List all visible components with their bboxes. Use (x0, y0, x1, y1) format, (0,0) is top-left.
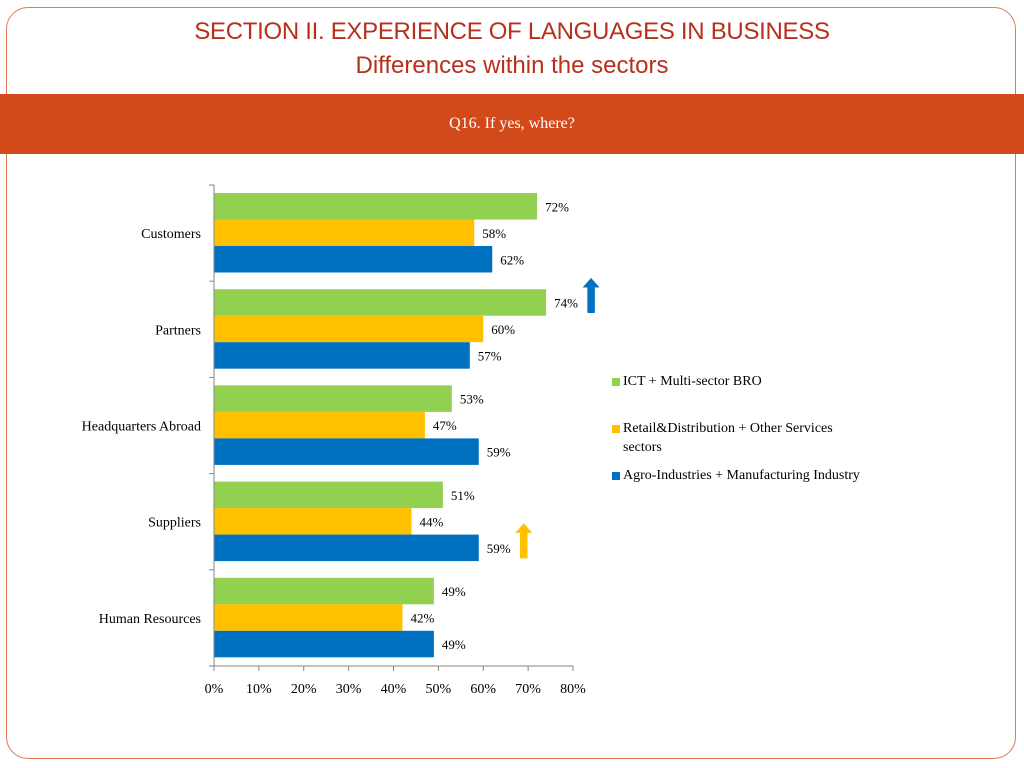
bar (214, 577, 434, 605)
data-label: 60% (491, 322, 515, 337)
data-label: 59% (487, 541, 511, 556)
legend-item-ict: ICT + Multi-sector BRO (612, 372, 872, 419)
category-label: Partners (155, 323, 201, 338)
data-label: 51% (451, 488, 475, 503)
category-label: Suppliers (148, 516, 201, 531)
category-label: Human Resources (99, 612, 201, 627)
data-label: 53% (460, 392, 484, 407)
data-label: 62% (500, 252, 524, 267)
bar (214, 315, 484, 343)
legend-swatch-agro (612, 472, 620, 480)
data-label: 49% (442, 637, 466, 652)
data-label: 72% (545, 199, 569, 214)
legend-swatch-ict (612, 378, 620, 386)
data-label: 44% (419, 514, 443, 529)
bar (214, 342, 470, 369)
bar (214, 385, 452, 412)
data-label: 49% (442, 584, 466, 599)
up-arrow-icon (582, 277, 600, 313)
data-label: 47% (433, 418, 457, 433)
question-text: Q16. If yes, where? (449, 115, 575, 132)
data-label: 57% (478, 348, 502, 363)
x-tick-label: 40% (381, 682, 407, 697)
bar (214, 481, 443, 509)
bar (214, 219, 475, 246)
x-tick-label: 70% (515, 682, 541, 697)
bar (214, 508, 412, 535)
x-tick-label: 0% (205, 682, 224, 697)
legend-label-agro: Agro-Industries + Manufacturing Industry (623, 468, 860, 483)
x-tick-label: 50% (426, 682, 452, 697)
bar (214, 438, 479, 465)
slide-title: SECTION II. EXPERIENCE OF LANGUAGES IN B… (194, 18, 830, 45)
bar (214, 630, 434, 658)
chart-legend: ICT + Multi-sector BRO Retail&Distributi… (612, 372, 872, 485)
legend-label-ict: ICT + Multi-sector BRO (623, 374, 762, 389)
category-label: Headquarters Abroad (82, 420, 201, 435)
category-label: Customers (141, 227, 201, 242)
slide-subtitle: Differences within the sectors (355, 52, 669, 79)
bar (214, 246, 493, 273)
data-label: 58% (482, 226, 506, 241)
x-tick-label: 20% (291, 682, 317, 697)
x-tick-label: 30% (336, 682, 362, 697)
legend-swatch-retail (612, 425, 620, 433)
legend-item-retail: Retail&Distribution + Other Services sec… (612, 419, 872, 466)
up-arrow-icon (515, 523, 533, 559)
bar (214, 193, 538, 220)
bar (214, 411, 425, 439)
bar (214, 289, 547, 316)
legend-item-agro: Agro-Industries + Manufacturing Industry (612, 466, 872, 485)
x-tick-label: 10% (246, 682, 272, 697)
data-label: 42% (410, 611, 434, 626)
data-label: 59% (487, 445, 511, 460)
legend-label-retail: Retail&Distribution + Other Services sec… (623, 421, 833, 455)
x-tick-label: 80% (560, 682, 586, 697)
x-tick-label: 60% (470, 682, 496, 697)
question-band (0, 94, 1024, 154)
bar (214, 534, 479, 562)
bar (214, 604, 403, 631)
data-label: 74% (554, 295, 578, 310)
